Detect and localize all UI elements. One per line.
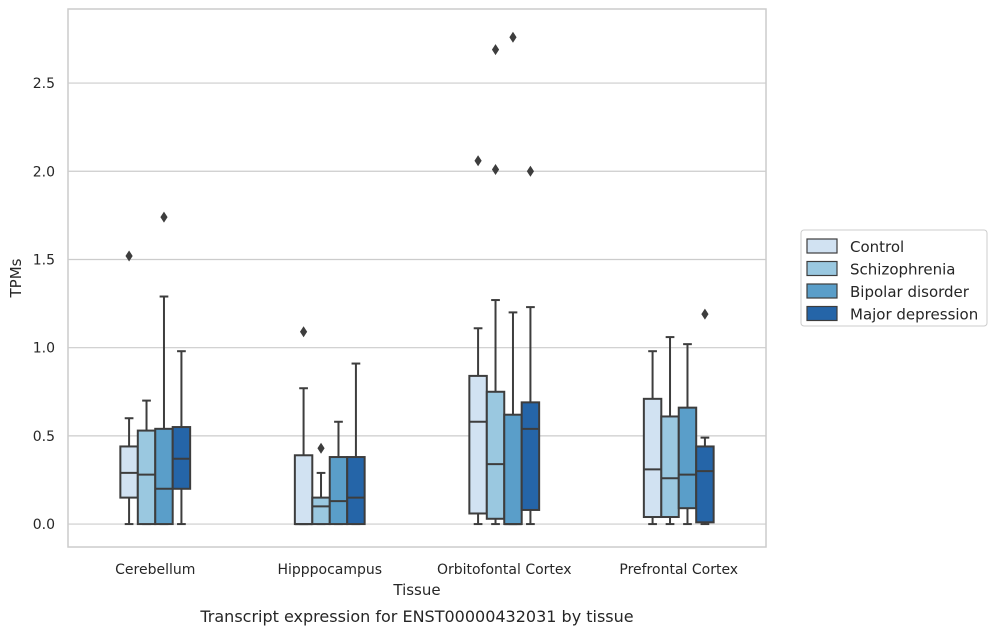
legend-label: Major depression	[850, 306, 978, 324]
x-axis-label: Tissue	[392, 581, 440, 599]
legend-swatch	[806, 283, 838, 299]
x-tick-label: Orbitofontal Cortex	[437, 562, 572, 578]
box-iqr	[328, 456, 349, 526]
box-iqr	[311, 496, 331, 526]
box-iqr	[485, 390, 506, 520]
y-tick-label: 1.0	[33, 341, 55, 357]
outlier-point	[474, 155, 482, 167]
box-4-2	[660, 336, 680, 526]
y-tick-label: 0.0	[33, 517, 55, 533]
box-2-2	[311, 442, 331, 526]
box-3-3	[503, 31, 523, 526]
box-3-1	[468, 155, 488, 526]
legend-swatch	[806, 260, 838, 277]
box-4-4	[695, 308, 715, 526]
box-iqr	[136, 429, 157, 526]
outlier-point	[299, 326, 308, 338]
box-iqr	[520, 401, 541, 511]
outlier-point	[491, 44, 500, 56]
figure-caption: Transcript expression for ENST0000043203…	[199, 607, 633, 626]
legend-swatch	[806, 305, 838, 322]
box-4-1	[642, 350, 663, 526]
y-tick-label: 1.5	[33, 252, 55, 268]
legend-label: Control	[850, 238, 904, 256]
box-3-4	[520, 165, 541, 526]
box-2-1	[293, 326, 314, 526]
box-2-3	[328, 420, 349, 526]
box-3-2	[485, 44, 506, 526]
x-tick-label: Cerebellum	[115, 562, 195, 578]
box-1-3	[154, 211, 174, 526]
legend-swatch	[806, 238, 838, 254]
outlier-point	[160, 211, 168, 223]
boxes	[119, 31, 715, 526]
y-tick-label: 2.0	[33, 164, 55, 180]
y-tick-label: 0.5	[33, 429, 55, 445]
box-1-1	[119, 250, 139, 526]
box-iqr	[154, 427, 174, 526]
box-iqr	[695, 445, 715, 524]
box-iqr	[642, 397, 663, 519]
outlier-point	[491, 164, 500, 176]
x-tick-label: Hipppocampus	[277, 562, 382, 578]
box-iqr	[293, 454, 314, 526]
box-1-2	[136, 399, 157, 526]
plot-area-frame	[67, 8, 767, 548]
x-tick-labels: Cerebellum Hipppocampus Orbitofontal Corte…	[115, 562, 738, 578]
box-4-3	[677, 343, 698, 526]
outlier-point	[526, 165, 535, 177]
y-tick-label: 2.5	[33, 76, 55, 92]
box-2-4	[346, 362, 366, 526]
box-iqr	[503, 413, 523, 526]
box-iqr	[346, 456, 366, 526]
legend: Control Schizophrenia Bipolar disorder Majo…	[800, 229, 988, 327]
legend-label: Schizophrenia	[850, 261, 955, 279]
y-axis-label: TPMs	[7, 258, 25, 298]
legend-label: Bipolar disorder	[850, 283, 970, 301]
box-iqr	[468, 374, 488, 515]
outlier-point	[509, 31, 517, 43]
outlier-point	[317, 442, 325, 454]
legend-frame	[800, 229, 988, 327]
box-1-4	[171, 350, 192, 526]
x-tick-label: Prefrontal Cortex	[619, 562, 738, 578]
y-tick-labels: 0.0 0.5 1.0 1.5 2.0 2.5	[33, 76, 55, 533]
box-iqr	[677, 406, 698, 510]
box-iqr	[660, 415, 680, 519]
outlier-point	[125, 250, 133, 262]
outlier-point	[701, 308, 709, 320]
